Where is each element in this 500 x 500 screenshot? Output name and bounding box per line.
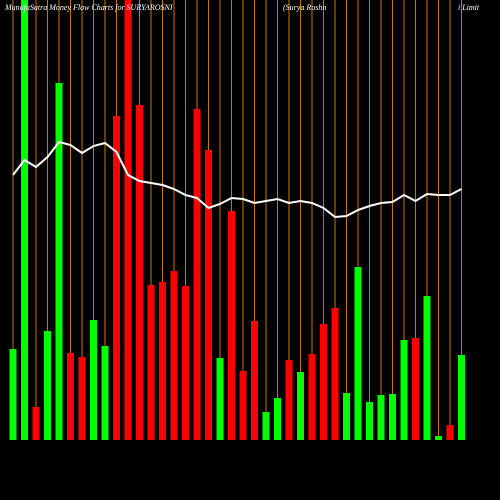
bar xyxy=(320,324,327,440)
bar xyxy=(21,0,28,440)
bar xyxy=(297,372,304,440)
bar xyxy=(101,346,109,440)
bar xyxy=(32,407,40,440)
bar xyxy=(251,321,258,440)
bar xyxy=(9,349,17,440)
bar xyxy=(90,320,97,440)
bar xyxy=(136,105,143,440)
bar xyxy=(147,285,155,440)
bar xyxy=(216,358,224,440)
bar xyxy=(44,331,51,440)
plot-area xyxy=(9,0,465,440)
bar xyxy=(262,412,270,440)
bar xyxy=(354,267,362,440)
bar xyxy=(193,109,201,440)
bar xyxy=(239,371,247,440)
bar xyxy=(446,425,454,440)
chart-title: MunafaSutra Money Flow Charts for SURYAR… xyxy=(4,3,173,12)
bar xyxy=(366,402,373,440)
bar xyxy=(228,211,235,440)
bar xyxy=(435,436,442,440)
bar xyxy=(170,271,178,440)
bar xyxy=(377,395,385,440)
bar xyxy=(182,286,189,440)
bar xyxy=(331,308,339,440)
bar xyxy=(343,393,350,440)
bar xyxy=(412,338,419,440)
bar xyxy=(124,0,132,440)
chart-subtitle: (Surya Roshn xyxy=(283,3,326,12)
bar xyxy=(205,150,212,440)
bar xyxy=(423,296,431,440)
bar xyxy=(113,116,120,440)
bar xyxy=(389,394,396,440)
bar xyxy=(285,360,293,440)
bar xyxy=(55,83,63,440)
annotation: i Limit xyxy=(458,3,480,12)
line xyxy=(12,140,462,219)
bar xyxy=(159,282,166,440)
bar xyxy=(400,340,408,440)
bar xyxy=(78,357,86,440)
bar xyxy=(308,354,316,440)
bar xyxy=(274,398,281,440)
bar xyxy=(67,353,74,440)
bar xyxy=(458,355,465,440)
